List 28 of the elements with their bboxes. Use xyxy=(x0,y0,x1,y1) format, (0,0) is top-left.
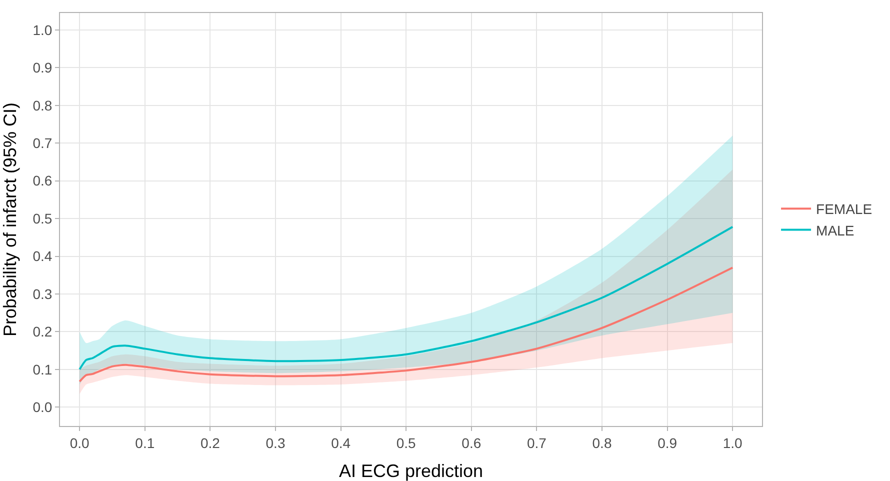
y-tick-label: 0.9 xyxy=(32,60,52,76)
y-tick-label: 0.0 xyxy=(32,399,52,416)
x-axis-title: AI ECG prediction xyxy=(338,461,484,481)
x-tick-label: 0.0 xyxy=(70,434,90,451)
legend-label: MALE xyxy=(816,222,854,238)
y-tick-label: 0.5 xyxy=(32,210,52,226)
y-tick-label: 0.3 xyxy=(32,286,52,302)
x-tick-label: 0.5 xyxy=(396,434,416,451)
x-tick-label: 1.0 xyxy=(722,434,743,451)
y-tick-label: 1.0 xyxy=(32,22,52,38)
x-tick-label: 0.2 xyxy=(200,434,220,451)
y-tick-label: 0.8 xyxy=(32,97,52,114)
line-series xyxy=(78,226,734,370)
y-tick-label: 0.2 xyxy=(32,324,52,340)
x-tick-label: 0.6 xyxy=(462,434,482,451)
y-axis-title: Probability of infarct (95% CI) xyxy=(0,102,20,337)
y-tick-label: 0.1 xyxy=(32,361,52,378)
x-tick-label: 0.3 xyxy=(266,434,286,451)
x-tick-label: 0.4 xyxy=(331,434,351,451)
x-tick-label: 0.8 xyxy=(592,434,612,451)
legend-label: FEMALE xyxy=(816,201,872,218)
y-tick-label: 0.7 xyxy=(32,135,52,152)
x-tick-label: 0.1 xyxy=(135,434,155,451)
y-tick-label: 0.4 xyxy=(32,248,52,264)
x-tick-label: 0.7 xyxy=(526,434,547,451)
x-tick-label: 0.9 xyxy=(658,434,678,451)
line-series xyxy=(78,266,734,382)
y-tick-label: 0.6 xyxy=(32,172,52,189)
